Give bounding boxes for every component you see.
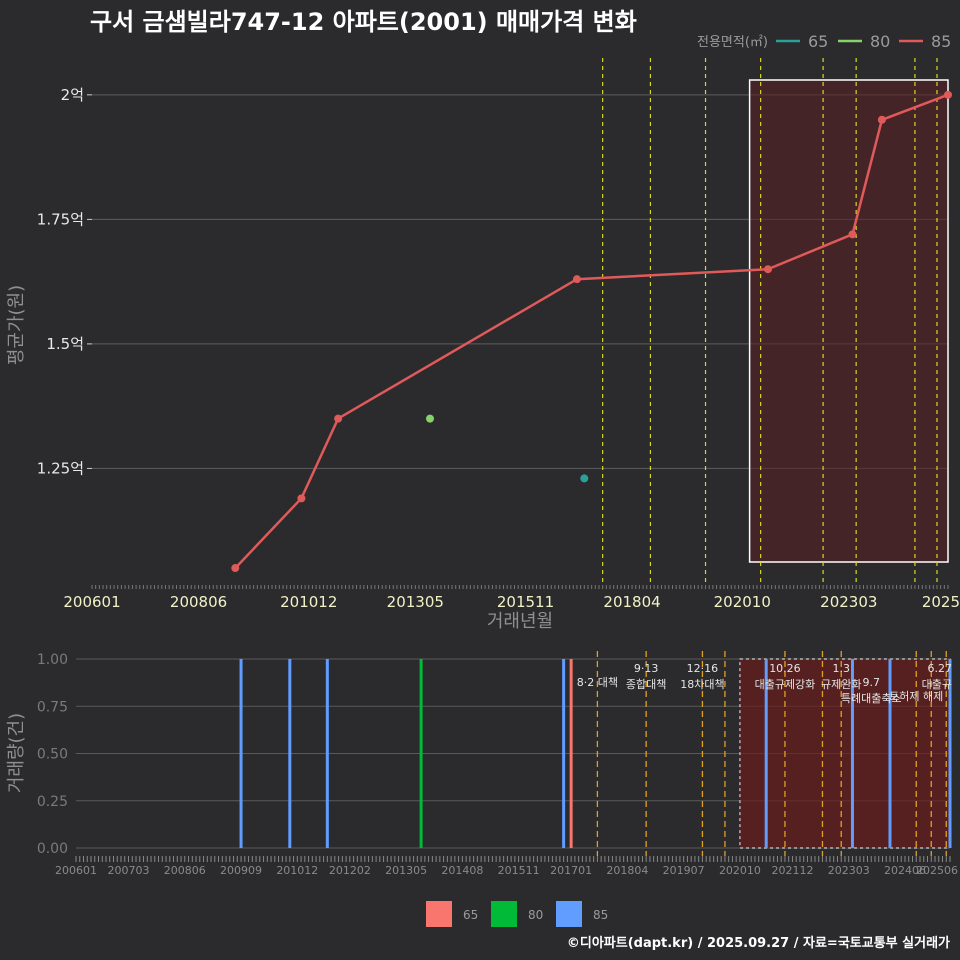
- vol-y-tick-label-3: 0.75: [37, 699, 68, 715]
- policy-annotation-7-1: 대출규: [922, 678, 952, 691]
- legend-top-label-85: 85: [931, 32, 951, 51]
- data-point-85-2: [334, 414, 343, 423]
- price-chart: 1.25억 1.5억 1.75억 2억 200601 200806 201012 201305…: [37, 58, 960, 611]
- x-tick-label-6: 202010: [714, 593, 771, 611]
- vol-x-tick-label-14: 202303: [828, 864, 870, 877]
- vol-x-tick-label-4: 201012: [276, 864, 318, 877]
- vol-x-tick-label-9: 201701: [550, 864, 592, 877]
- legend-bottom-key-80: [491, 901, 517, 927]
- footer-credit: ©디아파트(dapt.kr) / 2025.09.27 / 자료=국토교통부 실…: [567, 935, 950, 951]
- vol-x-tick-label-13: 202112: [771, 864, 813, 877]
- volume-chart: 0.00 0.25 0.50 0.75 1.00 8·2 대책 9·13 종합대책 12·16 1…: [37, 651, 958, 877]
- vol-x-tick-label-1: 200703: [108, 864, 150, 877]
- x-tick-label-7: 202303: [820, 593, 877, 611]
- x-tick-label-3: 201305: [387, 593, 444, 611]
- vol-y-tick-label-2: 0.50: [37, 747, 68, 763]
- vol-y-tick-label-0: 0.00: [37, 841, 68, 857]
- policy-annotation-2-0: 12·16: [687, 662, 719, 675]
- vol-x-tick-label-5: 201202: [329, 864, 371, 877]
- vol-bar-0: [239, 659, 243, 848]
- vol-y-tick-label-1: 0.25: [37, 794, 68, 810]
- legend-top-label-65: 65: [808, 32, 828, 51]
- policy-annotation-5-0: 9.7: [862, 676, 880, 689]
- policy-annotation-4-1: 규제완화: [821, 678, 861, 691]
- legend-bottom-label-80: 80: [528, 908, 543, 922]
- x-tick-label-8: 2025: [922, 593, 960, 611]
- policy-annotation-2-1: 18차대책: [680, 678, 724, 691]
- data-point-85-4: [763, 265, 772, 274]
- policy-annotation-3-1: 대출규제강화: [755, 678, 816, 691]
- vol-x-tick-label-16: 202506: [916, 864, 958, 877]
- vol-bar-5: [569, 659, 573, 848]
- policy-annotation-6-0: 토허제 해제: [889, 689, 943, 703]
- y-tick-label-1: 1.5억: [46, 335, 84, 353]
- legend-bottom-key-65: [426, 901, 452, 927]
- policy-annotation-0-0: 8·2 대책: [577, 676, 618, 689]
- legend-bottom-label-65: 65: [463, 908, 478, 922]
- bottom-y-axis-label: 거래량(건): [6, 713, 27, 793]
- data-point-85-0: [231, 564, 240, 573]
- vol-x-tick-label-8: 201511: [498, 864, 540, 877]
- x-tick-label-0: 200601: [63, 593, 120, 611]
- x-tick-label-1: 200806: [170, 593, 227, 611]
- y-tick-label-2: 1.75억: [37, 210, 84, 228]
- vol-x-tick-label-10: 201804: [606, 864, 648, 877]
- x-tick-label-5: 201804: [603, 593, 660, 611]
- policy-annotation-1-0: 9·13: [634, 662, 659, 675]
- policy-annotation-4-0: 1.3: [832, 662, 850, 675]
- vol-x-tick-label-6: 201305: [385, 864, 427, 877]
- data-point-80-0: [425, 414, 434, 423]
- vol-highlight-region: [739, 658, 951, 849]
- highlight-region: [748, 79, 949, 563]
- top-y-axis-label: 평균가(원): [6, 285, 27, 365]
- x-tick-label-2: 201012: [280, 593, 337, 611]
- policy-annotation-1-1: 종합대책: [626, 678, 666, 691]
- vol-x-tick-label-3: 200909: [220, 864, 262, 877]
- vol-bar-6: [764, 659, 768, 848]
- vol-y-tick-label-4: 1.00: [37, 652, 68, 668]
- legend-bottom-label-85: 85: [593, 908, 608, 922]
- vol-bar-2: [325, 659, 329, 848]
- top-x-axis-label: 거래년월: [487, 611, 553, 632]
- vol-x-tick-label-0: 200601: [55, 864, 97, 877]
- vol-x-tick-label-15: 202406: [884, 864, 926, 877]
- data-point-85-6: [877, 115, 886, 124]
- x-tick-label-4: 201511: [497, 593, 554, 611]
- policy-annotation-5-1: 특례대출축소: [841, 692, 902, 705]
- legend-bottom: 65 80 85: [426, 901, 608, 927]
- vol-x-tick-label-2: 200806: [164, 864, 206, 877]
- data-point-65-0: [580, 474, 589, 483]
- vol-bar-9: [948, 659, 952, 848]
- chart-title: 구서 금샘빌라747-12 아파트(2001) 매매가격 변화: [90, 8, 637, 36]
- legend-top-label-80: 80: [870, 32, 890, 51]
- data-point-85-7: [944, 90, 952, 99]
- data-point-85-3: [572, 275, 581, 284]
- policy-annotation-3-0: 10.26: [769, 662, 801, 675]
- legend-bottom-key-85: [556, 901, 582, 927]
- vol-bar-8: [888, 659, 892, 848]
- vol-x-tick-label-12: 202010: [719, 864, 761, 877]
- policy-annotation-7-0: 6.27: [928, 662, 953, 675]
- legend-top: 전용면적(㎡) 65 80 85: [697, 32, 951, 51]
- vol-bar-7: [850, 659, 854, 848]
- vol-x-tick-label-7: 201408: [441, 864, 483, 877]
- vol-bar-3: [419, 659, 423, 848]
- vol-x-tick-label-11: 201907: [663, 864, 705, 877]
- y-tick-label-0: 1.25억: [37, 459, 84, 477]
- data-point-85-5: [848, 230, 857, 239]
- vol-bar-1: [288, 659, 292, 848]
- data-point-85-1: [297, 494, 306, 503]
- legend-top-title: 전용면적(㎡): [697, 35, 768, 50]
- vol-bar-4: [562, 659, 566, 848]
- y-tick-label-3: 2억: [61, 86, 84, 104]
- series-line-85: [234, 93, 949, 569]
